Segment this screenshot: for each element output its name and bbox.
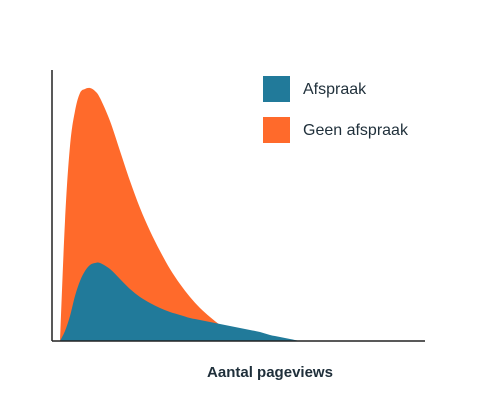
x-axis-label: Aantal pageviews [207,364,333,381]
area [60,87,300,342]
legend-label: Geen afspraak [303,122,409,139]
legend-swatch [263,76,290,102]
legend-swatch [263,117,290,143]
legend-label: Afspraak [303,81,367,98]
plot-area [60,87,300,342]
area [60,262,300,341]
